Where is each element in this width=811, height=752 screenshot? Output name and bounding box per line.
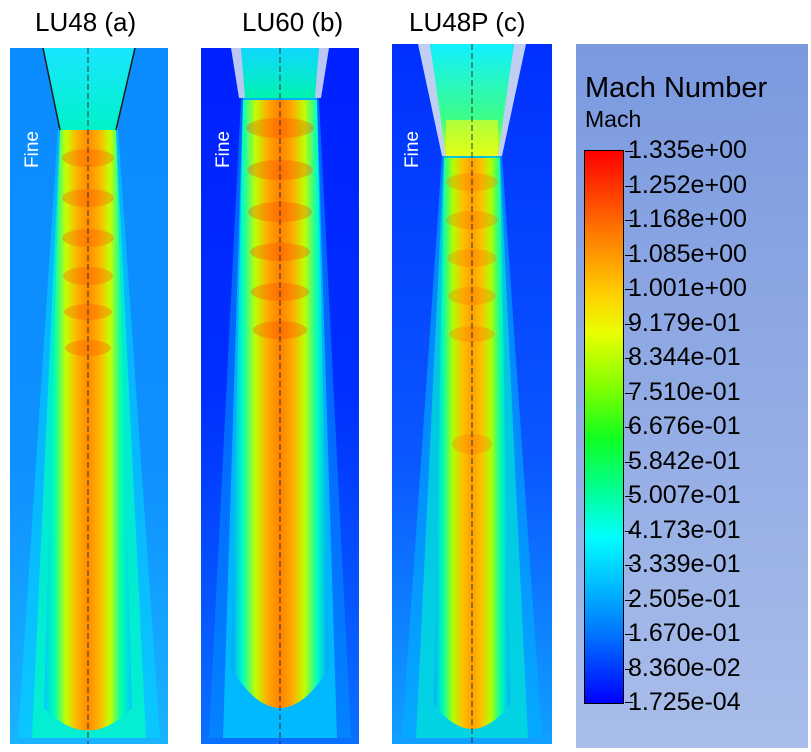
colorbar-tick (625, 392, 633, 394)
legend-value: 9.179e-01 (628, 308, 741, 337)
colorbar-tick (625, 565, 633, 566)
panel-c-field (392, 44, 552, 744)
panel-b-title: LU60 (b) (242, 7, 344, 37)
legend-value: 5.842e-01 (628, 446, 741, 475)
panel-a-field (10, 48, 168, 744)
legend-colorbar (584, 150, 633, 704)
colorbar-tick (625, 496, 633, 497)
legend-value: 7.510e-01 (628, 377, 741, 406)
legend-value: 2.505e-01 (628, 584, 741, 613)
colorbar-tick (625, 599, 633, 601)
colorbar-tick (625, 668, 633, 670)
legend-value: 8.344e-01 (628, 343, 741, 371)
colorbar-tick (625, 323, 633, 325)
colorbar-ticks (623, 151, 633, 703)
colorbar-tick (625, 185, 633, 187)
legend-value: 1.252e+00 (628, 170, 747, 199)
panel-a-mesh-label: Fine (22, 131, 43, 168)
panel-a-title: LU48 (a) (35, 7, 137, 37)
legend-value: 1.725e-04 (628, 688, 741, 716)
colorbar-tick (625, 427, 633, 428)
colorbar-tick (625, 151, 633, 152)
colorbar-tick (625, 461, 633, 463)
panel-c-contour: Fine (392, 44, 552, 744)
legend-value: 1.670e-01 (628, 619, 741, 647)
colorbar-tick (625, 289, 633, 290)
legend-value: 5.007e-01 (628, 481, 741, 509)
mach-legend: Mach Number Mach 1.335e+00 1.252e+00 1.168… (576, 44, 808, 748)
legend-value: 8.360e-02 (628, 653, 741, 682)
legend-value: 1.168e+00 (628, 205, 747, 233)
panel-a-contour: Fine (10, 48, 168, 744)
colorbar-tick (625, 358, 633, 359)
colorbar-tick (625, 530, 633, 532)
legend-value: 3.339e-01 (628, 550, 741, 578)
colorbar-tick (625, 220, 633, 221)
legend-subtitle: Mach (585, 106, 642, 132)
legend-title: Mach Number (585, 72, 768, 104)
legend-value: 1.001e+00 (628, 274, 747, 302)
panel-c-mesh-label: Fine (402, 131, 423, 168)
colorbar-tick (625, 254, 633, 256)
panel-b-field (201, 48, 359, 744)
legend-value: 6.676e-01 (628, 412, 741, 440)
colorbar-tick (625, 634, 633, 635)
colorbar-tick (625, 702, 633, 703)
panel-b-contour: Fine (201, 48, 359, 744)
legend-values: 1.335e+00 1.252e+00 1.168e+00 1.085e+00 1.00… (628, 136, 808, 722)
legend-value: 4.173e-01 (628, 515, 741, 544)
panel-b-mesh-label: Fine (213, 131, 234, 168)
panel-c-title: LU48P (c) (409, 7, 526, 37)
legend-value: 1.335e+00 (628, 136, 747, 164)
legend-value: 1.085e+00 (628, 239, 747, 268)
